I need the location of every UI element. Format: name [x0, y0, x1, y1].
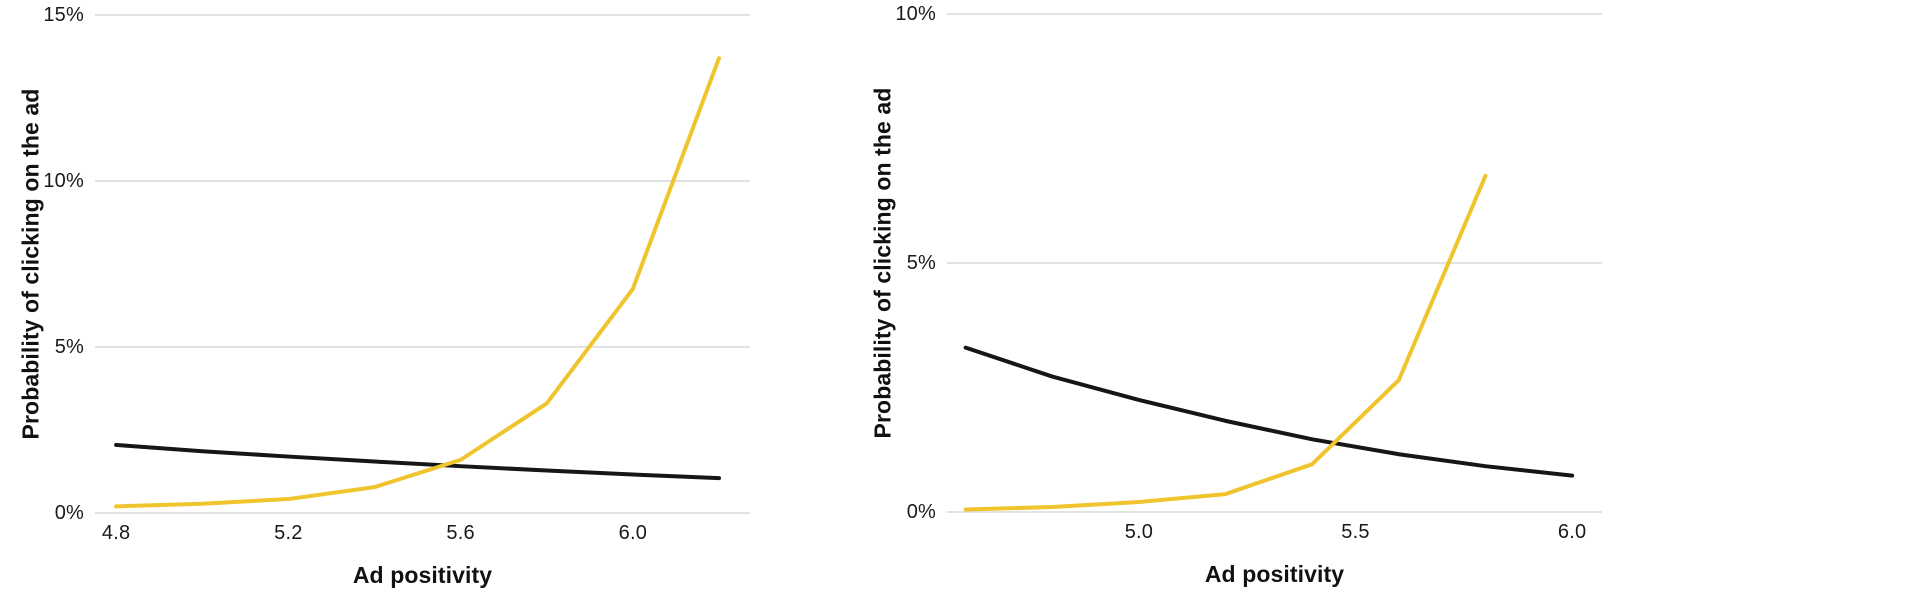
y-tick-label: 15% — [43, 4, 84, 26]
x-tick-label: 5.5 — [1341, 521, 1370, 543]
y-tick-label: 0% — [906, 501, 936, 523]
x-axis-title: Ad positivity — [1204, 561, 1345, 587]
y-axis-title: Probability of clicking on the ad — [17, 88, 44, 440]
y-axis-title: Probability of clicking on the ad — [869, 87, 896, 439]
x-tick-label: 6.0 — [618, 522, 648, 544]
y-tick-label: 10% — [895, 3, 936, 25]
plot-area-right — [947, 13, 1602, 513]
series-black-declining-line — [963, 345, 1575, 478]
x-tick-label: 6.0 — [1557, 521, 1587, 543]
x-axis-title: Ad positivity — [352, 562, 493, 588]
x-tick-label: 5.2 — [274, 522, 303, 544]
y-tick-label: 10% — [43, 170, 84, 192]
x-tick-label: 5.6 — [446, 522, 475, 544]
y-tick-label: 5% — [906, 252, 936, 274]
y-tick-label: 5% — [54, 336, 84, 358]
series-black-declining-line — [114, 442, 721, 481]
x-tick-label: 5.0 — [1124, 521, 1154, 543]
y-tick-label: 0% — [54, 502, 84, 524]
series-yellow-rising-line — [114, 56, 721, 509]
x-tick-label: 4.8 — [101, 522, 131, 544]
plot-area-left — [95, 14, 750, 514]
series-yellow-rising-line — [963, 173, 1488, 512]
